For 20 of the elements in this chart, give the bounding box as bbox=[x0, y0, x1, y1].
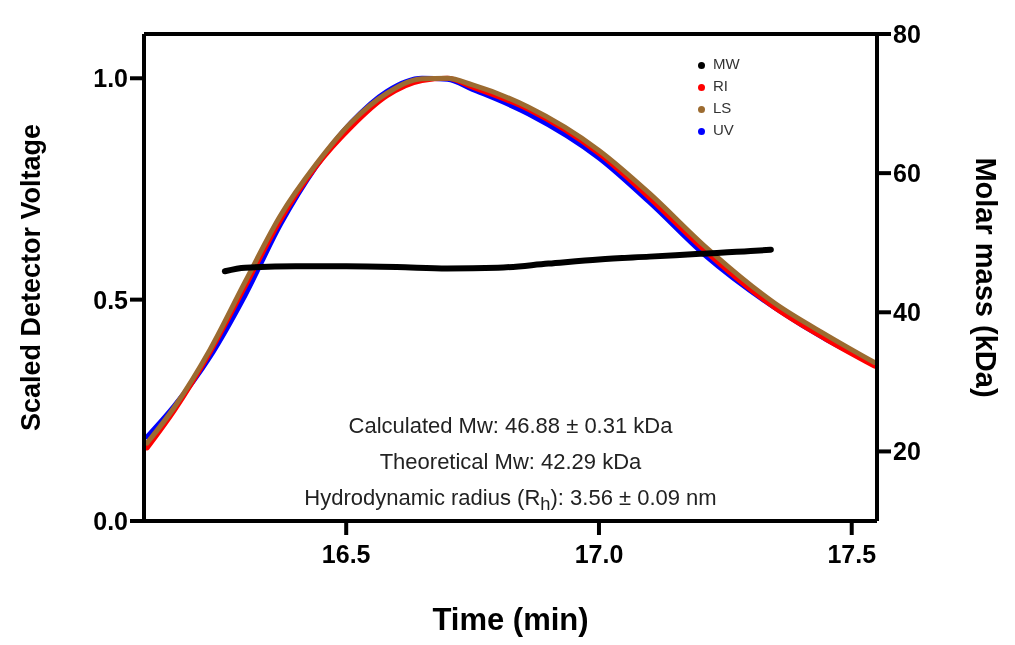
y-tick-label: 0.0 bbox=[93, 506, 128, 535]
x-tick-label: 17.5 bbox=[827, 539, 877, 568]
y2-tick-label: 60 bbox=[893, 159, 921, 188]
y2-tick-label: 80 bbox=[893, 19, 921, 48]
legend-label: RI bbox=[713, 77, 728, 94]
y-tick-label: 1.0 bbox=[93, 64, 128, 93]
legend-label: UV bbox=[713, 121, 734, 138]
x-axis-title: Time (min) bbox=[432, 602, 589, 637]
y2-axis-title: Molar mass (kDa) bbox=[969, 157, 1002, 398]
y2-tick-label: 20 bbox=[893, 437, 921, 466]
y-axis-title: Scaled Detector Voltage bbox=[15, 123, 46, 432]
x-tick-label: 16.5 bbox=[321, 539, 371, 568]
y-tick-label: 0.5 bbox=[93, 285, 129, 314]
legend-label: LS bbox=[713, 99, 732, 116]
annotation: Calculated Mw: 46.88 ± 0.31 kDa bbox=[347, 412, 674, 440]
annotation: Theoretical Mw: 42.29 kDa bbox=[378, 448, 643, 476]
y2-tick-label: 40 bbox=[893, 298, 921, 327]
legend-label: MW bbox=[713, 55, 740, 72]
x-tick-label: 17.0 bbox=[574, 539, 624, 568]
annotation: Hydrodynamic radius (R$_{h}$): 3.56 ± 0.09 nm bbox=[303, 484, 718, 517]
